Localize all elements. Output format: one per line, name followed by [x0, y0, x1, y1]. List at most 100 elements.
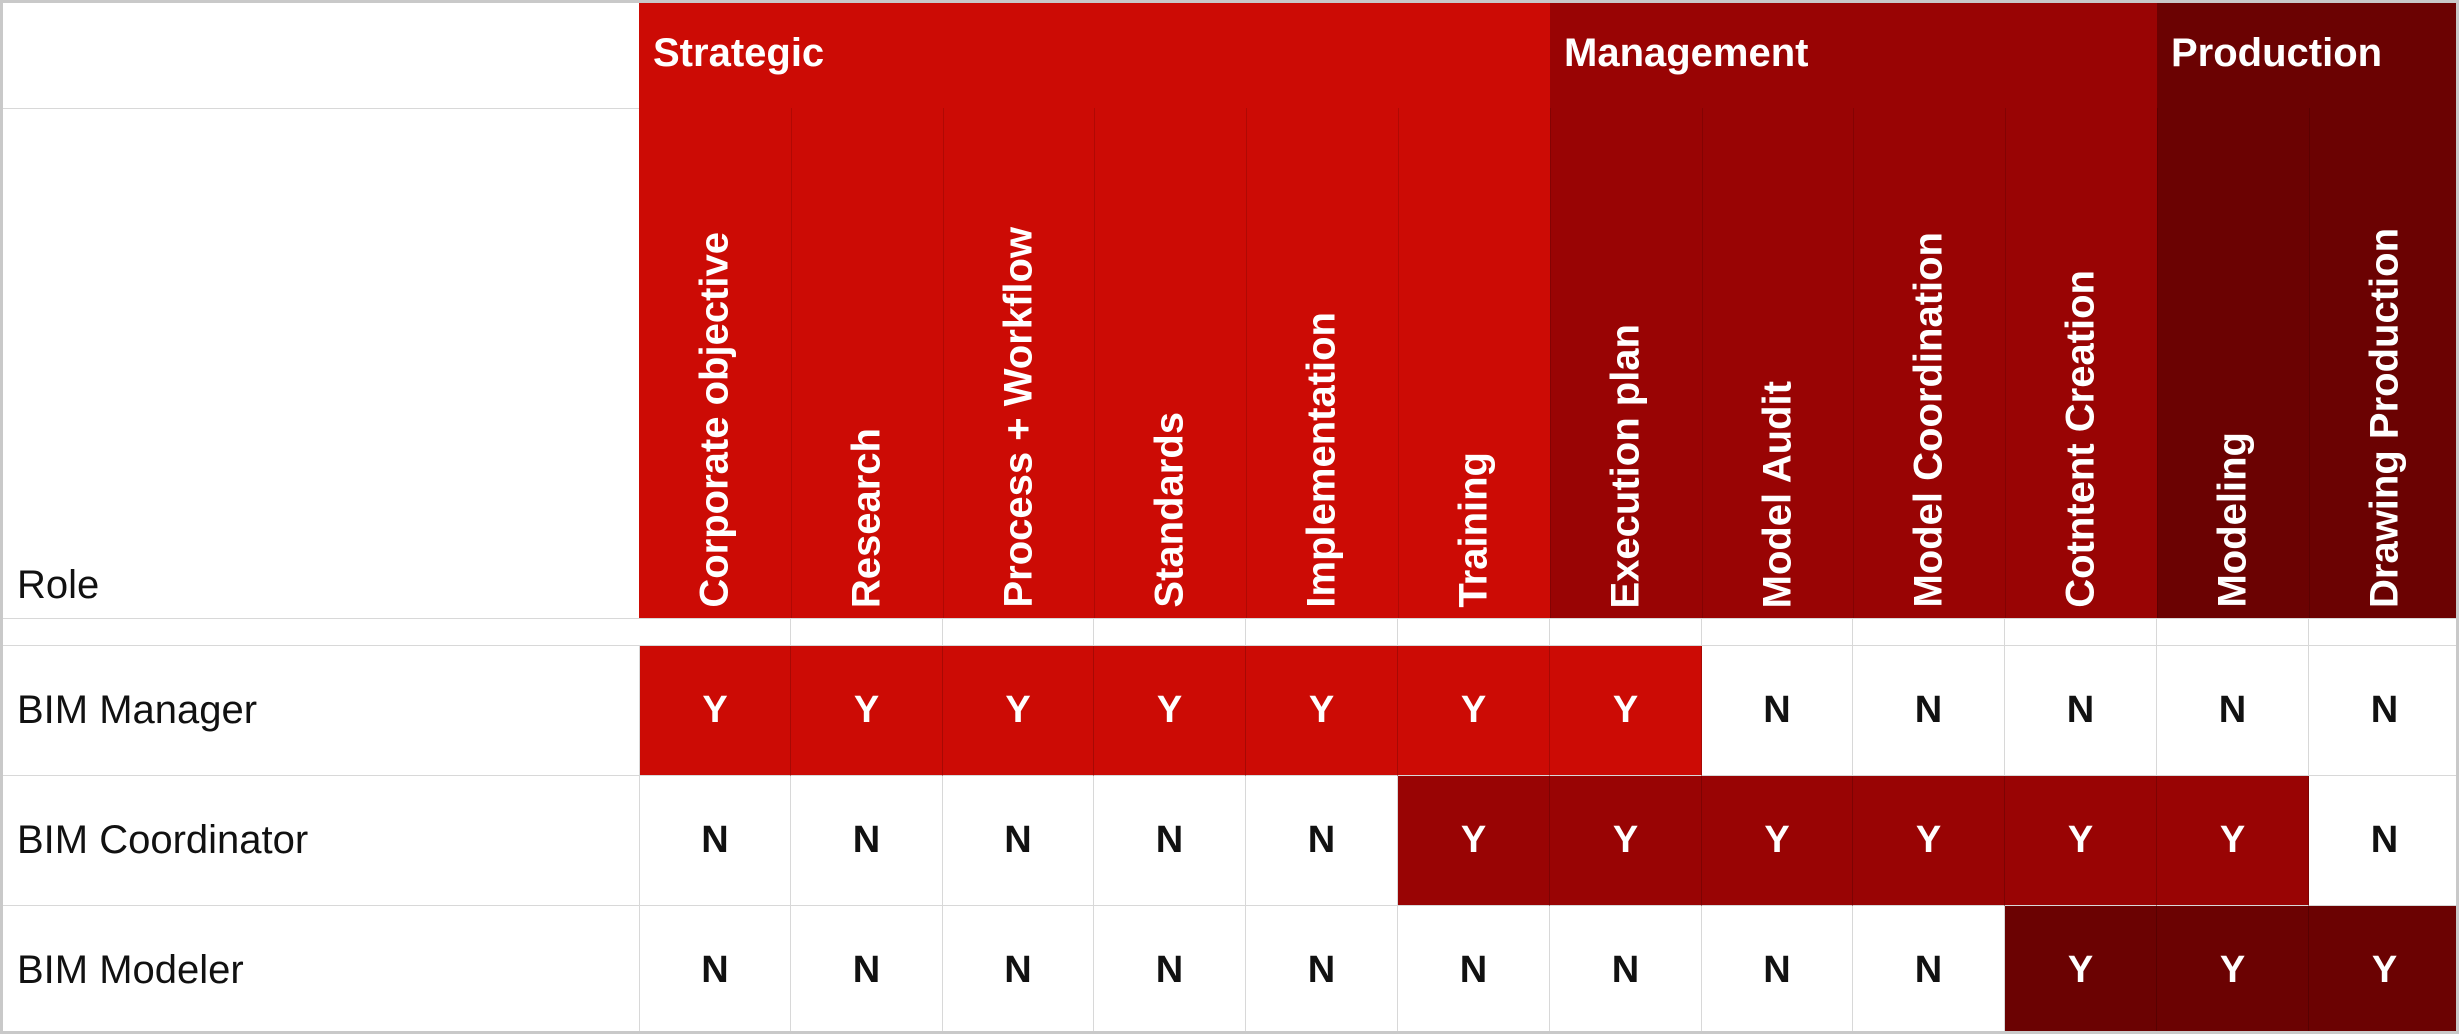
matrix-cell-value: N [1914, 949, 1943, 991]
matrix-cell: Y [2157, 776, 2309, 906]
column-divider [1246, 108, 1247, 618]
column-divider [1702, 108, 1703, 618]
matrix-cell: N [943, 776, 1094, 906]
matrix-cell-value: Y [2371, 949, 2398, 991]
matrix-cell-value: Y [2219, 949, 2246, 991]
matrix-cell: Y [1398, 776, 1550, 906]
matrix-cell-value: N [1155, 949, 1184, 991]
group-label: Management [1564, 31, 1809, 75]
matrix-cell: N [1246, 776, 1398, 906]
matrix-cell-value: N [1307, 949, 1336, 991]
matrix-cell-value: Y [1156, 689, 1183, 731]
matrix-cell: Y [2005, 776, 2157, 906]
matrix-cell-value: N [852, 819, 881, 861]
matrix-cell-value: N [1004, 819, 1032, 861]
spacer-cell [791, 618, 943, 646]
spacer-cell [3, 618, 639, 646]
matrix-cell: Y [791, 646, 943, 776]
matrix-cell: Y [2309, 906, 2456, 1031]
matrix-cell-value: Y [2067, 949, 2094, 991]
matrix-cell: N [1094, 906, 1246, 1031]
row-label-text: BIM Coordinator [17, 818, 309, 862]
row-label-text: BIM Modeler [17, 948, 244, 992]
matrix-cell-value: N [2370, 819, 2399, 861]
matrix-cell-value: N [1763, 689, 1791, 731]
matrix-cell-value: N [1307, 819, 1336, 861]
row-label: BIM Manager [3, 646, 639, 776]
column-header: Model Audit [1702, 108, 1853, 618]
column-header: Training [1398, 108, 1550, 618]
matrix-cell-value: N [2218, 689, 2247, 731]
spacer-cell [639, 618, 791, 646]
column-header-label: Implementation [1299, 312, 1344, 608]
matrix-cell-value: N [2066, 689, 2095, 731]
column-header: Modeling [2157, 108, 2309, 618]
matrix-cell-value: Y [853, 689, 880, 731]
matrix-cell: N [1398, 906, 1550, 1031]
column-divider [943, 108, 944, 618]
matrix-cell: N [1853, 646, 2005, 776]
spacer-cell [943, 618, 1094, 646]
matrix-cell: N [639, 776, 791, 906]
column-header-label: Standards [1147, 412, 1192, 608]
matrix-cell: Y [1550, 646, 1702, 776]
matrix-cell: N [2309, 646, 2456, 776]
matrix-cell: Y [1550, 776, 1702, 906]
spacer-cell [1094, 618, 1246, 646]
column-header: Corporate objective [639, 108, 791, 618]
matrix-cell: N [791, 906, 943, 1031]
matrix-cell-value: N [2370, 689, 2399, 731]
spacer-cell [1853, 618, 2005, 646]
matrix-cell-value: Y [1915, 819, 1942, 861]
matrix-cell: N [1550, 906, 1702, 1031]
column-header-label: Research [844, 427, 889, 608]
matrix-cell: N [1094, 776, 1246, 906]
matrix-cell-value: Y [2067, 819, 2094, 861]
matrix-cell-value: Y [1005, 689, 1031, 731]
header-divider [3, 108, 639, 109]
matrix-cell: Y [1702, 776, 1853, 906]
matrix-cell: N [1702, 906, 1853, 1031]
matrix-cell: Y [2005, 906, 2157, 1031]
matrix-cell: Y [943, 646, 1094, 776]
column-header: Execution plan [1550, 108, 1702, 618]
matrix-cell-value: N [701, 949, 729, 991]
matrix-cell: N [1853, 906, 2005, 1031]
group-label: Strategic [653, 31, 825, 75]
column-header: Standards [1094, 108, 1246, 618]
matrix-cell: Y [1853, 776, 2005, 906]
spacer-cell [2309, 618, 2456, 646]
column-header: Implementation [1246, 108, 1398, 618]
matrix-cell-value: Y [1308, 689, 1335, 731]
column-header: Process + Workflow [943, 108, 1094, 618]
spacer-cell [2157, 618, 2309, 646]
row-label-text: BIM Manager [17, 688, 258, 732]
group-header-strategic: Strategic [639, 3, 1550, 618]
matrix-cell: Y [1398, 646, 1550, 776]
matrix-cell-value: Y [1764, 819, 1790, 861]
matrix-cell-value: N [1914, 689, 1943, 731]
matrix-cell-value: N [1004, 949, 1032, 991]
column-header-label: Process + Workflow [996, 227, 1040, 608]
matrix-cell: N [639, 906, 791, 1031]
group-header-management: Management [1550, 3, 2157, 618]
matrix-cell-value: Y [1612, 689, 1639, 731]
matrix-cell-value: Y [1460, 689, 1487, 731]
matrix-cell-value: N [852, 949, 881, 991]
matrix-cell-value: N [1611, 949, 1640, 991]
column-header-label: Modeling [2210, 432, 2255, 608]
column-header: Drawing Production [2309, 108, 2456, 618]
matrix-cell-value: N [701, 819, 729, 861]
matrix-cell: Y [1094, 646, 1246, 776]
column-divider [1398, 108, 1399, 618]
matrix-cell: Y [639, 646, 791, 776]
column-divider [2005, 108, 2006, 618]
column-header-label: Cotntent Creation [2058, 270, 2103, 608]
role-header: Role [3, 108, 639, 618]
column-header-label: Model Coordination [1906, 232, 1951, 608]
group-header-production: Production [2157, 3, 2456, 618]
spacer-cell [1246, 618, 1398, 646]
column-divider [1094, 108, 1095, 618]
spacer-cell [2005, 618, 2157, 646]
role-header-label: Role [17, 563, 100, 607]
